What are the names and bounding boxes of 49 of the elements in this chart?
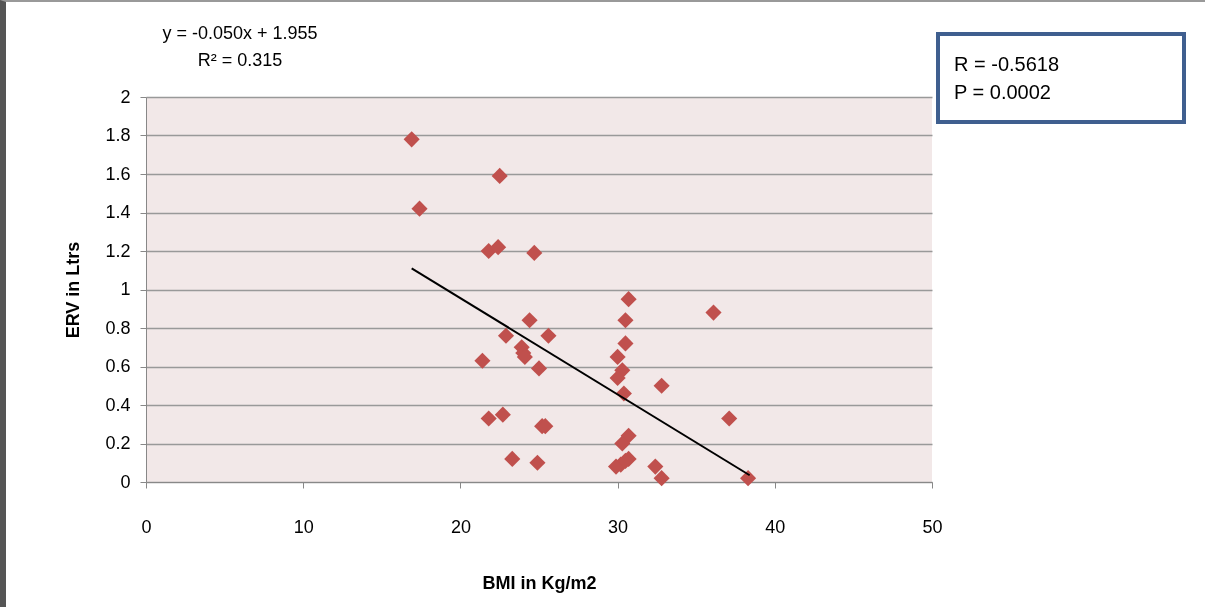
y-tick-label: 0.8 [105, 317, 131, 338]
x-tick-label: 0 [141, 516, 152, 537]
y-tick-label: 0.6 [105, 356, 131, 376]
point [494, 406, 511, 423]
point [740, 470, 757, 487]
y-tick-label: 0 [120, 471, 131, 492]
point [526, 244, 543, 261]
point [721, 410, 738, 427]
x-tick-label: 40 [765, 516, 786, 537]
point [653, 377, 670, 394]
y-tick-label: 1.8 [105, 125, 131, 145]
point [530, 360, 548, 377]
point [474, 352, 491, 369]
point [647, 458, 664, 475]
text: y = -0.050x + 1.955 [161, 22, 319, 45]
x-tick-label: 50 [922, 516, 943, 537]
text: P = 0.0002 [954, 80, 1052, 105]
point [705, 304, 722, 321]
point [540, 327, 557, 344]
text: R² = 0.315 [196, 49, 284, 72]
y-axis-title: ERV in Ltrs [63, 241, 84, 339]
y-tick-label: 1.2 [105, 240, 131, 261]
x-tick-label: 10 [293, 516, 314, 537]
point [521, 312, 538, 329]
y-tick-label: 0.4 [105, 394, 131, 415]
point [609, 348, 626, 365]
x-axis-title: BMI in Kg/m2 [482, 572, 597, 593]
point [617, 335, 634, 352]
point [617, 312, 634, 329]
y-tick-label: 1.6 [105, 163, 131, 184]
point [490, 239, 507, 256]
point [614, 435, 631, 452]
point [480, 410, 497, 427]
point [620, 291, 637, 308]
point [653, 470, 670, 487]
point [403, 131, 420, 148]
x-tick-label: 30 [608, 516, 629, 537]
x-tick-label: 20 [450, 516, 471, 537]
point [609, 369, 626, 387]
point [497, 327, 515, 344]
y-tick-label: 1.4 [105, 202, 131, 222]
text: R = -0.5618 [954, 52, 1061, 77]
y-tick-label: 1 [120, 279, 131, 299]
point [411, 200, 428, 217]
y-tick-label: 0.2 [105, 433, 131, 453]
point [491, 167, 508, 184]
point [504, 450, 521, 467]
point [529, 454, 546, 471]
y-tick-label: 2 [120, 86, 131, 107]
